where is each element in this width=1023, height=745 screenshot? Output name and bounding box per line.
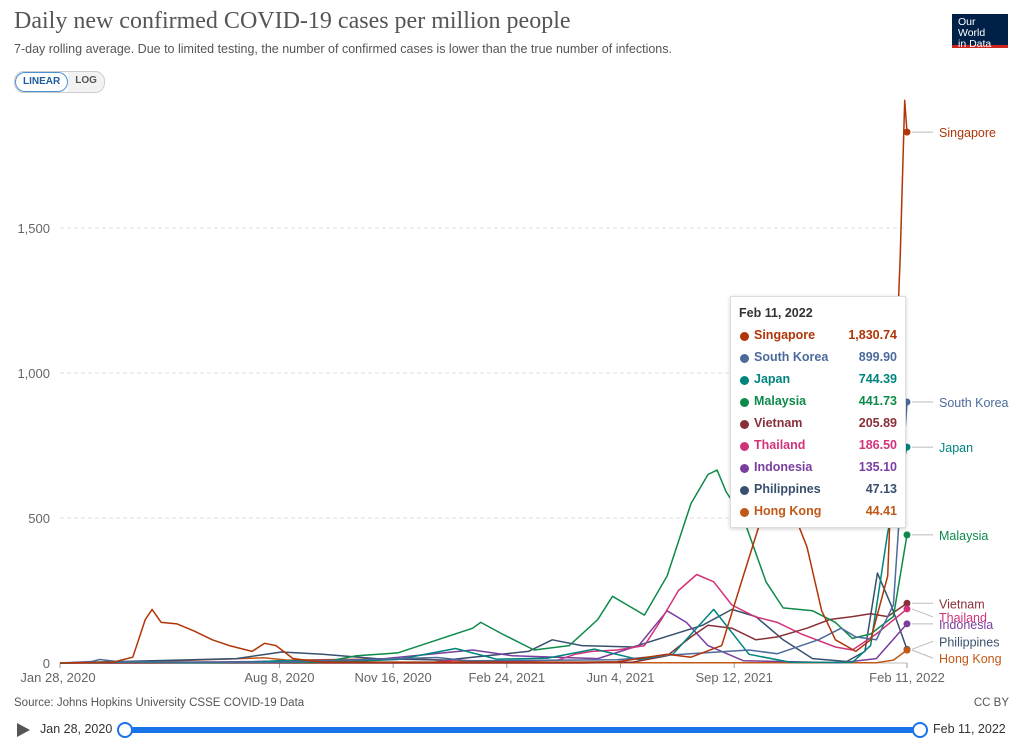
tooltip-row: Vietnam 205.89 — [739, 415, 897, 435]
logo-line-1: Our World — [958, 16, 986, 39]
chart-subtitle: 7-day rolling average. Due to limited te… — [14, 42, 672, 56]
series-line-thailand — [59, 573, 908, 664]
y-tick-label: 0 — [43, 656, 50, 671]
x-tick-label: Feb 11, 2022 — [869, 670, 945, 685]
series-end-dot — [903, 605, 911, 613]
series-end-dot — [903, 646, 911, 654]
tooltip-series-name: Vietnam — [754, 416, 803, 430]
tooltip-series-name: Hong Kong — [754, 504, 822, 518]
tooltip-series-value: 899.90 — [858, 350, 897, 364]
tooltip-series-value: 1,830.74 — [848, 328, 897, 342]
series-end-label: Thailand — [939, 611, 987, 625]
x-tick-label: Aug 8, 2020 — [244, 670, 314, 685]
series-end-label: Vietnam — [939, 597, 985, 611]
series-end-label: Singapore — [939, 126, 996, 140]
timeline-end-handle[interactable] — [912, 722, 928, 738]
tooltip-series-name: Indonesia — [754, 460, 813, 474]
series-dot-icon — [740, 420, 749, 429]
tooltip-series-value: 441.73 — [858, 394, 897, 408]
series-dot-icon — [740, 354, 749, 363]
timeline-start-label: Jan 28, 2020 — [40, 722, 113, 736]
series-dot-icon — [740, 332, 749, 341]
tooltip-series-name: Thailand — [754, 438, 806, 452]
chart-title: Daily new confirmed COVID-19 cases per m… — [14, 8, 571, 34]
series-line-malaysia — [59, 469, 908, 664]
tooltip-row: Indonesia 135.10 — [739, 459, 897, 479]
tooltip-row: Thailand 186.50 — [739, 437, 897, 457]
tooltip-series-name: Japan — [754, 372, 791, 386]
log-scale-button[interactable]: LOG — [68, 72, 104, 92]
label-connector — [911, 640, 934, 650]
timeline-end-label: Feb 11, 2022 — [933, 722, 1006, 736]
tooltip-series-value: 205.89 — [858, 416, 897, 430]
tooltip-series-value: 47.13 — [865, 482, 897, 496]
series-dot-icon — [740, 486, 749, 495]
tooltip-series-value: 744.39 — [858, 372, 897, 386]
source-note: Source: Johns Hopkins University CSSE CO… — [14, 697, 305, 709]
tooltip-series-value: 135.10 — [858, 460, 897, 474]
scale-toggle[interactable]: LINEAR LOG — [14, 71, 105, 93]
x-tick-label: Nov 16, 2020 — [354, 670, 431, 685]
x-tick-label: Feb 24, 2021 — [468, 670, 545, 685]
tooltip-row: South Korea 899.90 — [739, 349, 897, 369]
line-chart: 0 500 1,000 1,500 Jan 28, 2020 Aug 8, 2020 Nov… — [17, 99, 1009, 685]
series-end-dot — [903, 599, 911, 607]
series-end-dot — [903, 620, 911, 628]
x-tick-label: Jan 28, 2020 — [20, 670, 95, 685]
owid-logo[interactable]: Our World in Data — [952, 14, 1008, 50]
tooltip-row: Hong Kong 44.41 — [739, 503, 897, 523]
y-tick-label: 1,500 — [17, 221, 50, 236]
tooltip-row: Malaysia 441.73 — [739, 393, 897, 413]
x-tick-label: Jun 4, 2021 — [587, 670, 655, 685]
series-end-label: Malaysia — [939, 529, 988, 543]
tooltip-series-name: Singapore — [754, 328, 816, 342]
x-tick-label: Sep 12, 2021 — [696, 670, 773, 685]
series-line-philippines — [59, 572, 908, 664]
y-tick-label: 500 — [28, 511, 50, 526]
label-connector — [911, 608, 934, 618]
timeline-slider[interactable]: Jan 28, 2020 Feb 11, 2022 — [0, 718, 1023, 742]
series-dot-icon — [740, 376, 749, 385]
series-dot-icon — [740, 442, 749, 451]
linear-scale-button[interactable]: LINEAR — [15, 72, 69, 92]
logo-line-2: in Data — [958, 38, 992, 50]
tooltip-series-name: Malaysia — [754, 394, 807, 408]
timeline-start-handle[interactable] — [117, 722, 133, 738]
tooltip-series-name: South Korea — [754, 350, 829, 364]
tooltip-row: Philippines 47.13 — [739, 481, 897, 501]
series-dot-icon — [740, 398, 749, 407]
tooltip-series-value: 44.41 — [865, 504, 897, 518]
timeline-track[interactable] — [124, 727, 920, 733]
hover-tooltip: Feb 11, 2022 Singapore 1,830.74 South Kore… — [730, 296, 906, 528]
tooltip-row: Japan 744.39 — [739, 371, 897, 391]
series-end-label: Indonesia — [939, 618, 993, 632]
tooltip-date: Feb 11, 2022 — [739, 306, 813, 320]
license-label[interactable]: CC BY — [973, 697, 1009, 709]
series-end-dot — [903, 128, 911, 136]
series-end-label: Philippines — [939, 635, 999, 649]
series-dot-icon — [740, 508, 749, 517]
tooltip-series-value: 186.50 — [858, 438, 897, 452]
series-line-vietnam — [60, 602, 908, 664]
label-connector — [911, 649, 934, 659]
series-end-label: Hong Kong — [939, 652, 1002, 666]
play-icon[interactable] — [17, 723, 30, 737]
y-tick-label: 1,000 — [17, 366, 50, 381]
series-line-singapore — [59, 99, 908, 664]
series-end-label: Japan — [939, 441, 973, 455]
series-end-label: South Korea — [939, 396, 1009, 410]
series-end-dot — [903, 531, 911, 539]
tooltip-row: Singapore 1,830.74 — [739, 327, 897, 347]
tooltip-series-name: Philippines — [754, 482, 821, 496]
series-dot-icon — [740, 464, 749, 473]
